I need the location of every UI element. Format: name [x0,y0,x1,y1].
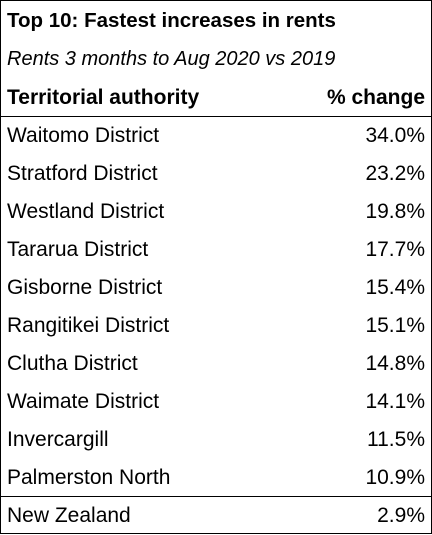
table-row: Palmerston North 10.9% [1,459,431,497]
column-header: % change [326,86,425,109]
authority-name: Gisborne District [7,276,163,299]
subtitle-row: Rents 3 months to Aug 2020 vs 2019 [1,40,431,78]
percent-change: 14.8% [365,352,425,375]
table-row: Stratford District 23.2% [1,155,431,193]
table-row: Tararua District 17.7% [1,231,431,269]
percent-change: 10.9% [365,466,425,489]
percent-change: 15.4% [365,276,425,299]
percent-change: 19.8% [365,200,425,223]
table-row: Rangitikei District 15.1% [1,307,431,345]
authority-name: Waimate District [7,390,160,413]
table-row: Westland District 19.8% [1,193,431,231]
authority-name: Stratford District [7,162,158,185]
total-row: New Zealand 2.9% [1,497,431,535]
authority-name: Clutha District [7,352,138,375]
table-row: Clutha District 14.8% [1,345,431,383]
percent-change: 11.5% [367,428,425,451]
total-name: New Zealand [7,504,131,527]
table-row: Waitomo District 34.0% [1,117,431,155]
authority-name: Invercargill [7,428,109,451]
authority-name: Waitomo District [7,124,160,147]
authority-name: Palmerston North [7,466,171,489]
header-row: Territorial authority % change [1,79,431,117]
total-change: 2.9% [377,504,425,527]
subtitle: Rents 3 months to Aug 2020 vs 2019 [7,48,336,70]
title-row: Top 10: Fastest increases in rents [1,2,431,40]
total-rule [1,496,431,497]
authority-name: Westland District [7,200,165,223]
table-row: Gisborne District 15.4% [1,269,431,307]
table-row: Waimate District 14.1% [1,383,431,421]
percent-change: 17.7% [365,238,425,261]
table-row: Invercargill 11.5% [1,421,431,459]
percent-change: 23.2% [365,162,425,185]
column-header: Territorial authority [7,86,200,109]
header-rule [1,116,431,117]
authority-name: Rangitikei District [7,314,170,337]
percent-change: 34.0% [365,124,425,147]
percent-change: 15.1% [365,314,425,337]
percent-change: 14.1% [365,390,425,413]
title: Top 10: Fastest increases in rents [7,9,336,32]
authority-name: Tararua District [7,238,149,261]
